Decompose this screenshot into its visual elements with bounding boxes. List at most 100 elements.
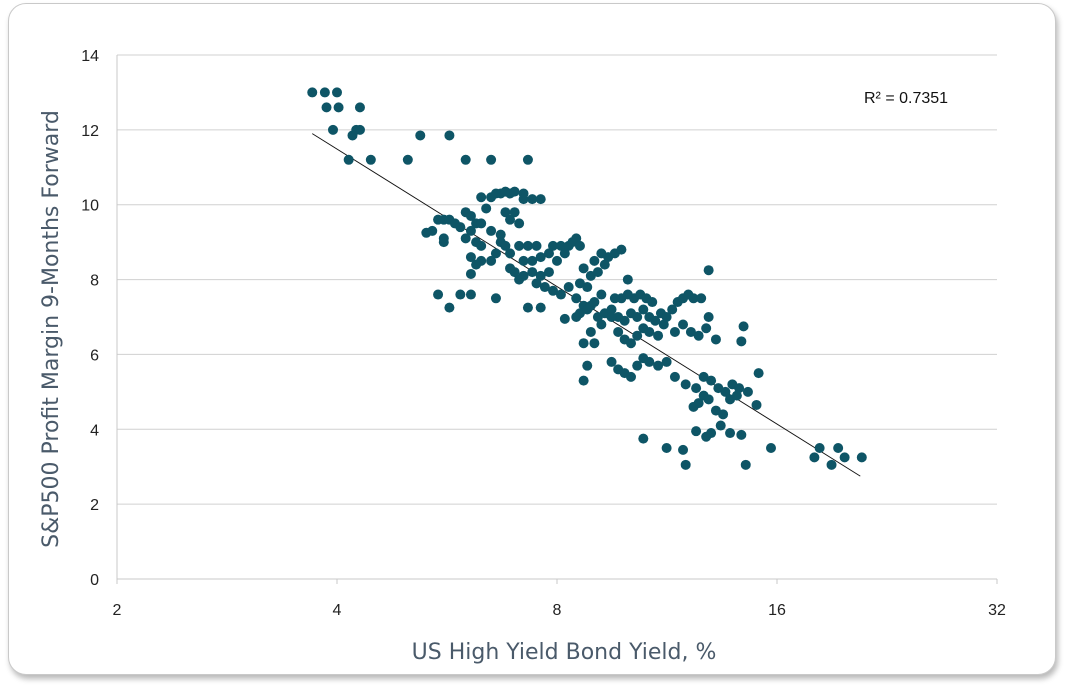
data-point — [680, 379, 691, 390]
data-point — [632, 330, 643, 341]
data-point — [486, 255, 497, 266]
r-squared-annotation: R² = 0.7351 — [864, 90, 948, 107]
data-point — [596, 248, 607, 259]
x-tick-labels: 2 4 8 16 32 — [113, 602, 1006, 619]
data-point — [609, 293, 620, 304]
data-point — [606, 304, 617, 315]
data-point — [535, 270, 546, 281]
data-point — [465, 252, 476, 263]
data-point — [826, 459, 837, 470]
data-point — [527, 194, 538, 205]
data-point — [653, 360, 664, 371]
data-point — [632, 360, 643, 371]
data-point — [343, 154, 354, 165]
data-point — [578, 263, 589, 274]
y-tick-label: 8 — [90, 273, 99, 290]
data-point — [661, 356, 672, 367]
chart-frame — [8, 3, 1056, 675]
data-point — [638, 304, 649, 315]
data-point — [680, 459, 691, 470]
data-point — [354, 102, 365, 113]
data-point — [571, 293, 582, 304]
data-point — [365, 154, 376, 165]
y-tick-label: 0 — [90, 572, 99, 589]
data-point — [571, 233, 582, 244]
data-point — [433, 289, 444, 300]
data-point — [527, 255, 538, 266]
data-point — [332, 87, 342, 98]
data-point — [460, 233, 471, 244]
data-point — [706, 375, 717, 386]
data-point — [518, 194, 529, 205]
data-point — [753, 368, 764, 379]
data-point — [333, 102, 344, 113]
data-point — [653, 330, 664, 341]
data-point — [444, 302, 455, 313]
data-point — [589, 255, 600, 266]
data-point — [678, 319, 689, 330]
data-point — [693, 398, 704, 409]
data-point — [578, 338, 589, 349]
data-point — [476, 240, 487, 251]
data-point — [522, 302, 533, 313]
data-point — [535, 302, 546, 313]
data-point — [559, 313, 570, 324]
gridlines — [117, 54, 997, 505]
data-point — [571, 312, 582, 322]
x-tick-label: 2 — [113, 602, 122, 619]
data-point — [535, 252, 546, 263]
data-point — [543, 267, 554, 278]
data-point — [465, 225, 476, 236]
x-tick-label: 8 — [553, 602, 562, 619]
data-point — [596, 289, 607, 300]
y-tick-label: 2 — [90, 497, 99, 514]
data-point — [622, 274, 633, 285]
data-point — [354, 124, 365, 135]
data-point — [522, 154, 533, 165]
y-tick-label: 14 — [81, 48, 99, 65]
data-point — [696, 293, 707, 304]
data-point — [522, 240, 533, 251]
data-point — [490, 248, 501, 259]
data-point — [552, 255, 562, 266]
data-point — [613, 326, 624, 337]
axes — [116, 55, 998, 584]
data-point — [647, 297, 658, 308]
y-tick-label: 6 — [90, 347, 99, 364]
data-point — [625, 338, 636, 349]
data-point — [555, 289, 566, 300]
data-point — [751, 399, 762, 410]
data-point — [669, 371, 680, 382]
data-point — [856, 452, 867, 463]
y-axis-title: S&P500 Profit Margin 9-Months Forward — [39, 110, 64, 548]
data-point — [685, 326, 696, 337]
data-point — [563, 282, 574, 293]
data-point — [582, 360, 593, 371]
data-point — [465, 289, 476, 300]
data-point — [578, 375, 589, 386]
data-point — [574, 278, 585, 289]
data-point — [765, 443, 776, 453]
data-point — [465, 268, 476, 279]
data-point — [720, 386, 731, 397]
x-tick-label: 16 — [768, 602, 786, 619]
data-point — [691, 426, 702, 437]
data-point — [736, 336, 747, 347]
data-point — [505, 248, 516, 259]
data-point — [736, 429, 747, 440]
data-points — [307, 87, 867, 470]
data-point — [543, 248, 554, 259]
data-point — [740, 459, 751, 470]
data-point — [658, 319, 669, 330]
data-point — [465, 210, 476, 221]
data-point — [669, 326, 680, 337]
data-point — [455, 222, 466, 233]
data-point — [527, 267, 538, 278]
data-point — [632, 312, 643, 322]
data-point — [328, 124, 339, 135]
data-point — [644, 356, 655, 367]
data-point — [444, 130, 455, 141]
data-point — [592, 267, 603, 278]
data-point — [691, 383, 702, 394]
y-tick-label: 10 — [81, 198, 99, 215]
